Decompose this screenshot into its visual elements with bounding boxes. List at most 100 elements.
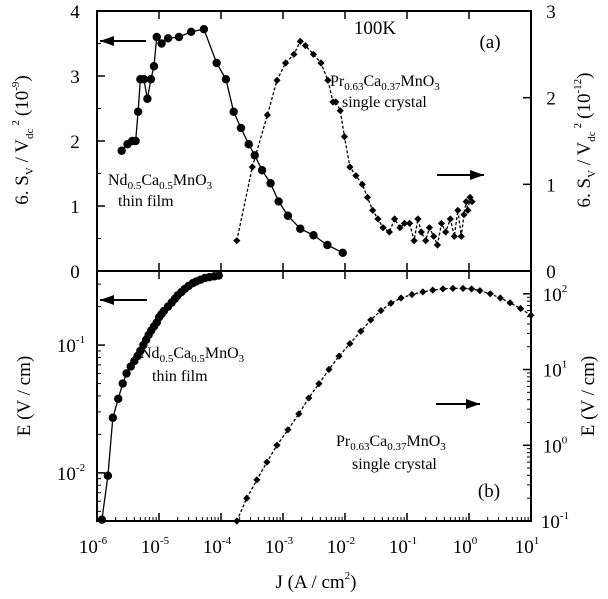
b-x-tick-label: 101 [515,535,540,558]
a-right-axis-label: 6. SV / Vdc2(10-12) [572,73,598,208]
b-diamond-series-point [476,287,484,295]
b-diamond-series-point [449,284,457,292]
a-circle-series-point [250,151,259,160]
b-diamond-series-point [233,517,241,525]
a-pr-caption: single crystal [342,94,427,111]
a-diamond-series-point [460,211,468,219]
b-x-tick-label: 10-5 [141,535,170,558]
a-diamond-series-point [301,42,310,50]
a-diamond-series-point [442,228,450,236]
a-diamond-series-point [390,215,399,223]
a-circle-series-point [274,197,283,206]
b-diamond-series-point [387,299,395,307]
a-diamond-series-point [374,215,382,223]
a-circle-series-point [236,123,246,133]
b-diamond-series-point [367,316,375,324]
a-circle-series-point [309,231,318,240]
b-left-arrow [100,295,147,305]
a-diamond-series-point [410,237,418,245]
b-right-axis-label: E (V / cm) [578,356,599,436]
a-diamond-series-point [405,219,414,227]
b-left-tick-label: 10-2 [57,462,85,485]
a-diamond-series-point [385,228,393,236]
b-diamond-series-point [467,285,476,293]
a-diamond-series-point [468,198,476,206]
b-diamond-series-point [357,327,365,335]
b-diamond-series-point [429,286,437,294]
b-diamond-series-point [377,306,385,315]
a-diamond-series-point [290,50,298,58]
a-diamond-series-point [379,224,387,232]
b-diamond-series-point [346,339,354,348]
b-x-tick-label: 100 [453,535,478,558]
b-x-tick-label: 10-4 [203,535,232,558]
b-right-tick-label: 101 [543,359,568,382]
b-right-tick-label: 10-1 [541,510,569,533]
a-left-axis-label: 6. SV / Vdc2(10-9) [10,75,36,204]
a-diamond-series-point [273,76,281,84]
b-circle-series-point [108,413,118,422]
a-title: 100K [354,18,397,39]
a-right-arrow [437,170,484,180]
a-circle-series-point [199,25,209,34]
a-diamond-series-point [309,50,318,58]
b-diamond-series-point [273,441,281,449]
b-diamond-series-point [253,476,261,484]
b-diamond-series-point [517,304,525,313]
a-diamond-series-point [433,241,442,249]
b-diamond-series-point [295,410,303,418]
panel-b: 10-6 10-5 10-4 10-3 10-2 10-1 100 101 J (A / cm2… [14,270,599,593]
b-x-axis-label: J (A / cm2) [276,570,357,593]
b-circle-series-point [118,379,127,388]
a-left-tick-label: 3 [70,67,80,88]
a-right-tick-label: 2 [546,89,556,110]
b-diamond-series-point [284,426,292,434]
a-diamond-series-point [340,133,349,141]
a-right-tick-label: 1 [546,175,556,196]
a-circle-series-point [244,140,253,149]
a-diamond-series-line [236,40,473,248]
b-nd-caption: thin film [152,368,208,385]
a-diamond-series-point [396,224,404,232]
a-circle-series-point [143,94,152,103]
a-diamond-series-point [233,237,241,245]
a-diamond-series-point [369,206,377,214]
b-left-axis-label: E (V / cm) [14,356,35,436]
a-diamond-series-point [248,163,256,171]
a-circle-series-point [163,34,173,43]
a-diamond-series-point [346,163,354,171]
a-diamond-series-point [363,193,372,201]
b-pr-caption: single crystal [352,456,437,473]
a-diamond-series-point [414,215,422,223]
b-diamond-series-point [305,394,313,402]
a-left-tick-label: 2 [70,132,80,153]
a-circle-series-point [296,224,305,233]
b-right-arrow [436,399,480,409]
a-circle-series-point [149,62,159,71]
a-diamond-series-point [462,198,470,206]
b-diamond-series-point [419,288,427,296]
b-diamond-series-point [486,290,494,298]
b-left-tick-label: 10-1 [57,334,85,357]
panel-a: 0 1 2 3 4 0 1 2 3 6. SV / Vdc2(10-9) 6. SV / Vdc2(… [10,2,598,283]
a-diamond-series-point [352,172,360,180]
a-diamond-series-point [332,98,340,106]
a-left-arrow [100,36,146,46]
a-right-tick-label: 0 [546,262,556,283]
b-x-tick-label: 10-1 [389,535,417,558]
b-diamond-series-point [335,352,343,360]
a-circle-series-point [139,75,149,84]
a-diamond-series-point [400,219,409,227]
a-diamond-series-point [425,224,434,232]
a-panel-label: (a) [479,32,500,53]
b-diamond-series-point [263,458,271,466]
a-diamond-series-point [296,37,304,45]
a-diamond-series-point [446,215,454,223]
a-circle-series-point [174,32,184,42]
b-diamond-series-point [397,294,405,302]
a-diamond-series-point [450,232,458,240]
a-circle-series-point [212,58,221,68]
a-diamond-series-point [454,206,462,214]
a-circle-series-point [229,107,238,116]
a-circle-series-point [133,107,143,116]
